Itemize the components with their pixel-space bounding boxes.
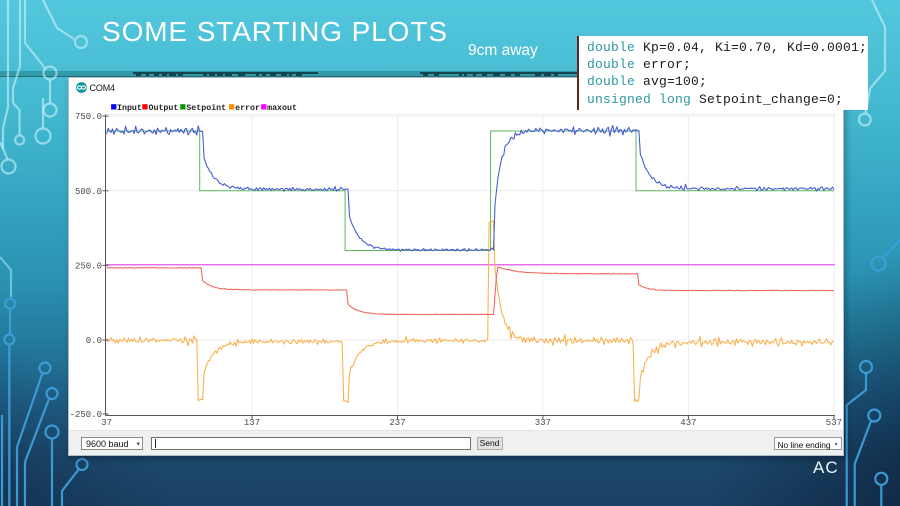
svg-text:337: 337 <box>535 418 551 428</box>
svg-text:error: error <box>235 104 260 113</box>
svg-text:437: 437 <box>680 418 696 428</box>
svg-text:137: 137 <box>244 418 260 428</box>
svg-text:250.0: 250.0 <box>75 261 102 271</box>
svg-text:0.0: 0.0 <box>86 336 102 346</box>
svg-text:-250.0: -250.0 <box>70 410 102 420</box>
svg-text:Setpoint: Setpoint <box>186 103 226 113</box>
svg-text:37: 37 <box>101 418 112 428</box>
svg-text:Output: Output <box>149 104 179 113</box>
svg-text:500.0: 500.0 <box>75 187 102 197</box>
svg-text:750.0: 750.0 <box>75 112 102 122</box>
svg-text:237: 237 <box>389 418 405 428</box>
svg-text:Input: Input <box>117 104 142 113</box>
svg-text:537: 537 <box>826 418 842 428</box>
svg-text:maxout: maxout <box>267 104 297 113</box>
